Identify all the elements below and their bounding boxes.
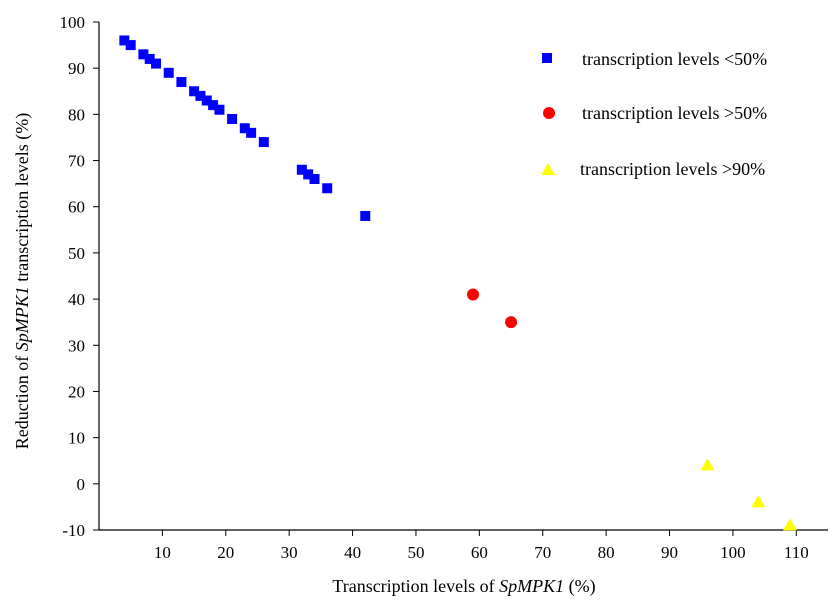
data-point-square <box>151 58 162 69</box>
tick-marks <box>93 21 797 536</box>
data-point-square <box>214 104 225 115</box>
y-tick-label: 100 <box>60 13 86 32</box>
x-tick-label: 80 <box>598 543 615 562</box>
data-point-square <box>322 183 333 194</box>
data-point-square <box>144 53 155 64</box>
legend: transcription levels <50% transcription … <box>541 49 767 179</box>
legend-label-above-50: transcription levels >50% <box>582 103 767 123</box>
y-tick-label: 90 <box>68 59 85 78</box>
x-tick-label: 20 <box>217 543 234 562</box>
y-tick-label: 70 <box>68 152 85 171</box>
y-tick-label: 0 <box>77 475 86 494</box>
data-point-square <box>208 100 219 111</box>
legend-label-above-90: transcription levels >90% <box>580 159 765 179</box>
data-point-square <box>119 35 130 46</box>
legend-marker-circle <box>543 107 555 119</box>
data-point-square <box>138 49 149 60</box>
y-tick-label: 40 <box>68 290 85 309</box>
x-tick-label: 90 <box>661 543 678 562</box>
legend-marker-triangle <box>541 163 555 175</box>
data-point-square <box>303 169 314 180</box>
x-tick-label: 60 <box>471 543 488 562</box>
data-point-square <box>189 86 200 97</box>
x-tick-label: 100 <box>720 543 746 562</box>
y-tick-label: 30 <box>68 336 85 355</box>
data-point-square <box>201 95 212 106</box>
y-tick-label: 60 <box>68 198 85 217</box>
data-point-square <box>195 90 206 101</box>
y-tick-label: 80 <box>68 105 85 124</box>
legend-label-below-50: transcription levels <50% <box>582 49 767 69</box>
data-point-triangle <box>751 495 766 508</box>
data-point-square <box>360 210 371 221</box>
data-point-triangle <box>782 518 797 531</box>
data-point-square <box>227 113 238 124</box>
data-point-square <box>309 174 320 185</box>
data-point-square <box>296 164 307 175</box>
x-tick-label: 40 <box>344 543 361 562</box>
tick-labels: -10 0 10 20 30 40 50 60 70 80 90 100 10 20 30 40 50 60 70 8… <box>60 13 809 562</box>
x-tick-label: 30 <box>281 543 298 562</box>
data-point-triangle <box>700 458 715 471</box>
axes <box>98 22 828 531</box>
data-point-square <box>176 77 187 88</box>
data-point-square <box>258 137 269 148</box>
y-tick-label: -10 <box>62 521 85 540</box>
x-tick-label: 70 <box>534 543 551 562</box>
data-points <box>119 35 797 531</box>
y-axis-title: Reduction of SpMPK1 transcription levels… <box>12 113 33 449</box>
data-point-square <box>125 40 136 51</box>
data-point-circle <box>467 288 480 301</box>
x-tick-label: 110 <box>784 543 809 562</box>
data-point-square <box>163 67 174 78</box>
x-axis-title: Transcription levels of SpMPK1 (%) <box>332 576 595 597</box>
x-tick-label: 50 <box>407 543 424 562</box>
data-point-square <box>239 123 250 134</box>
legend-marker-square <box>542 53 552 63</box>
data-point-square <box>246 127 257 138</box>
y-tick-label: 10 <box>68 429 85 448</box>
data-point-circle <box>505 316 518 329</box>
y-tick-label: 20 <box>68 382 85 401</box>
x-tick-label: 10 <box>154 543 171 562</box>
y-tick-label: 50 <box>68 244 85 263</box>
